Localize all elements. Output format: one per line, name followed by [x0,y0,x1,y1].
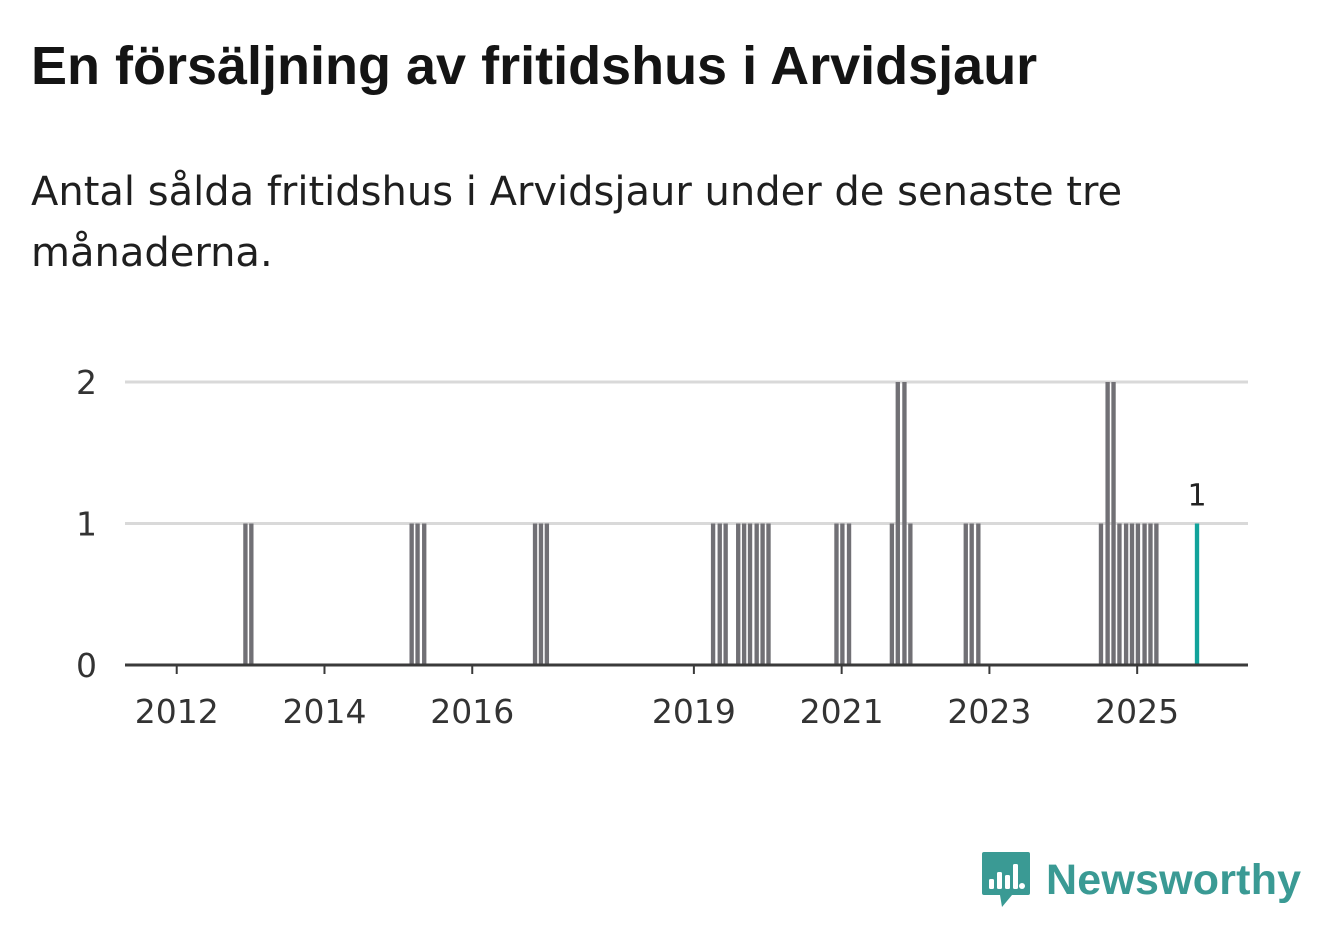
bar [544,523,550,665]
bar [834,523,839,665]
bar [538,523,544,665]
x-tick-label: 2016 [430,692,514,731]
brand-name: Newsworthy [1046,855,1302,904]
highlight-bar [1194,523,1200,665]
bar [532,523,538,665]
gridlines: 0 1 2 [76,363,1248,685]
bar [736,523,741,665]
bar [1098,523,1104,665]
bar [1135,523,1141,665]
bar [747,523,753,665]
bar [409,523,414,665]
bar [846,523,852,665]
bar [969,523,974,665]
bar [422,523,427,665]
bar [889,523,895,665]
bar [895,382,900,665]
x-tick-label: 2019 [652,692,736,731]
bar [1105,382,1110,665]
x-tick-label: 2025 [1095,692,1179,731]
bar [963,523,968,665]
bar [754,523,759,665]
bar-chart: 0 1 2 2012 2014 2016 2019 2021 2023 2025 1 [76,363,1248,731]
bar [249,523,254,665]
bar [1154,523,1159,665]
x-tick-label: 2012 [135,692,219,731]
x-axis: 2012 2014 2016 2019 2021 2023 2025 [125,663,1248,731]
data-labels: 1 [1187,479,1206,514]
chart-subtitle: Antal sålda fritidshus i Arvidsjaur unde… [31,169,1123,276]
bar [741,523,747,665]
newsworthy-logo-icon [982,852,1030,907]
x-tick-label: 2021 [800,692,884,731]
y-tick-label: 0 [76,646,97,685]
bar [1111,382,1116,665]
bar [1129,523,1135,665]
y-tick-label: 2 [76,363,97,402]
bar [766,523,771,665]
bar [908,523,913,665]
newsworthy-logo: Newsworthy [980,848,1301,912]
bar [415,523,420,665]
data-label: 1 [1187,479,1206,514]
bar [710,523,716,665]
bar [1148,523,1153,665]
bar [976,523,981,665]
bar [717,523,722,665]
x-tick-label: 2023 [947,692,1031,731]
bar [840,523,845,665]
y-tick-label: 1 [76,505,97,544]
page-title: En försäljning av fritidshus i Arvidsjau… [31,36,1038,96]
bar [902,382,907,665]
bar [1142,523,1147,665]
bar [1123,523,1129,665]
bar [1117,523,1122,665]
bar [243,523,248,665]
x-tick-label: 2014 [282,692,366,731]
bar [723,523,728,665]
bar [760,523,765,665]
bars [243,382,1200,665]
